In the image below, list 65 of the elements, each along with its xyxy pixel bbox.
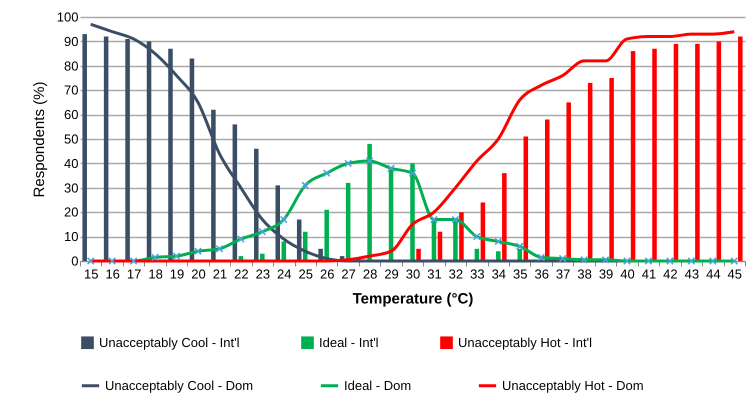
- y-tick-label: 30: [64, 180, 78, 196]
- x-tick-label: 45: [728, 266, 742, 282]
- bar: [630, 51, 636, 261]
- x-tick-label: 28: [362, 266, 378, 282]
- x-tick-label: 19: [170, 266, 184, 282]
- y-axis-title: Respondents (%): [30, 82, 48, 198]
- bar: [716, 41, 722, 261]
- x-tick-label: 36: [534, 266, 549, 282]
- y-tick-label: 60: [64, 107, 78, 122]
- bar: [480, 202, 486, 261]
- x-tick-label: 22: [234, 266, 249, 282]
- bar: [652, 48, 657, 261]
- x-tick-label: 44: [706, 266, 721, 282]
- y-tick-label: 90: [64, 34, 78, 49]
- y-tick-label: 10: [64, 229, 78, 244]
- x-tick-label: 30: [406, 266, 420, 282]
- bar: [282, 241, 286, 261]
- bar: [438, 232, 442, 261]
- x-tick-label: 38: [577, 266, 592, 282]
- x-tick-label: 40: [620, 266, 635, 282]
- x-tick-label: 32: [448, 266, 464, 282]
- y-tick-label: 0: [71, 254, 78, 268]
- x-tick-label: 26: [320, 266, 334, 282]
- x-tick-label: 24: [277, 266, 292, 282]
- x-tick-label: 23: [256, 266, 270, 282]
- legend-label: Ideal - Int'l: [319, 334, 379, 350]
- x-tick-label: 37: [556, 266, 570, 282]
- bar: [82, 34, 87, 261]
- x-tick-label: 42: [663, 266, 678, 282]
- legend-label: Unacceptably Cool - Dom: [105, 378, 254, 393]
- y-tick-label: 20: [64, 204, 78, 220]
- x-tick-label: 31: [427, 266, 442, 282]
- bar: [674, 44, 678, 261]
- bar: [104, 36, 108, 261]
- legend-label: Unacceptably Hot - Dom: [502, 378, 644, 393]
- legend-label: Unacceptably Hot - Int'l: [458, 334, 592, 350]
- x-tick-label: 29: [384, 266, 399, 282]
- x-tick-label: 17: [126, 266, 142, 282]
- y-tick-label: 70: [64, 82, 78, 98]
- y-tick-label: 80: [64, 58, 78, 74]
- x-tick-label: 33: [470, 266, 485, 282]
- x-tick-label: 20: [191, 266, 206, 282]
- x-tick-label: 16: [105, 266, 120, 282]
- x-tick-label: 21: [212, 266, 228, 282]
- x-tick-label: 25: [298, 266, 313, 282]
- x-tick-label: 15: [84, 266, 98, 282]
- bar: [524, 136, 528, 261]
- x-tick-label: 39: [598, 266, 614, 282]
- y-tick-label: 100: [56, 10, 78, 24]
- x-tick-label: 18: [148, 266, 163, 282]
- bar: [544, 119, 550, 261]
- x-tick-label: 43: [684, 266, 700, 282]
- bar: [738, 36, 743, 261]
- legend-label: Ideal - Dom: [344, 378, 412, 393]
- x-tick-label: 27: [341, 266, 356, 282]
- bar: [502, 173, 507, 261]
- x-tick-label: 41: [642, 266, 656, 282]
- x-tick-label: 35: [513, 266, 528, 282]
- bar: [695, 44, 700, 261]
- x-tick-label: 34: [492, 266, 506, 282]
- legend-label: Unacceptably Cool - Int'l: [99, 334, 240, 350]
- x-axis-title: Temperature (°C): [352, 290, 474, 308]
- bar: [609, 78, 614, 261]
- y-tick-label: 40: [64, 156, 78, 171]
- y-tick-label: 50: [64, 132, 78, 146]
